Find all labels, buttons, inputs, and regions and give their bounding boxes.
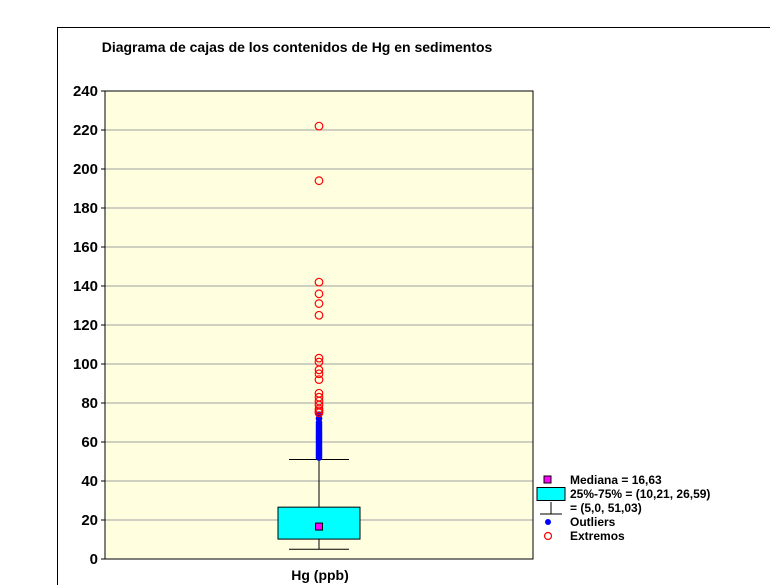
outlier-dot-icon — [545, 519, 551, 525]
y-tick-label: 120 — [73, 317, 98, 334]
extreme-point — [314, 176, 324, 186]
extreme-point — [314, 357, 324, 367]
y-tick-label: 0 — [90, 551, 98, 568]
median-marker-icon — [543, 475, 552, 484]
legend-label-whisker: = (5,0, 51,03) — [570, 501, 642, 515]
extreme-point — [314, 289, 324, 299]
extreme-point — [314, 310, 324, 320]
extreme-point — [314, 388, 324, 398]
y-tick-label: 220 — [73, 122, 98, 139]
extreme-point — [314, 369, 324, 379]
y-tick-label: 200 — [73, 161, 98, 178]
plot-border — [104, 90, 534, 560]
extreme-point — [314, 353, 324, 363]
y-tick-label: 240 — [73, 83, 98, 100]
extreme-point — [314, 121, 324, 131]
y-tick-label: 20 — [81, 512, 98, 529]
y-tick-label: 60 — [81, 434, 98, 451]
chart-frame — [57, 27, 770, 585]
legend-label-outliers: Outliers — [570, 515, 616, 529]
chart-title: Diagrama de cajas de los contenidos de H… — [101, 39, 493, 55]
x-axis-label: Hg (ppb) — [291, 567, 349, 583]
y-tick-label: 160 — [73, 239, 98, 256]
extreme-point — [314, 375, 324, 385]
extreme-circle-icon — [543, 531, 553, 541]
legend-item-whisker: = (5,0, 51,03) — [536, 501, 770, 515]
y-tick-label: 40 — [81, 473, 98, 490]
y-tick-label: 100 — [73, 356, 98, 373]
box-swatch-icon — [536, 487, 566, 501]
chart-legend: Mediana = 16,63 25%-75% = (10,21, 26,59)… — [536, 473, 770, 543]
legend-item-box: 25%-75% = (10,21, 26,59) — [536, 487, 770, 501]
whisker-icon — [540, 502, 562, 515]
y-tick-label: 180 — [73, 200, 98, 217]
legend-label-median: Mediana = 16,63 — [570, 473, 662, 487]
extreme-point — [314, 299, 324, 308]
extreme-point — [314, 277, 324, 287]
y-tick-label: 140 — [73, 278, 98, 295]
legend-item-extremes: Extremos — [536, 529, 770, 543]
legend-item-median: Mediana = 16,63 — [536, 473, 770, 487]
legend-label-extremes: Extremos — [570, 529, 625, 543]
legend-label-box: 25%-75% = (10,21, 26,59) — [570, 487, 711, 501]
legend-item-outliers: Outliers — [536, 515, 770, 529]
median-marker — [315, 522, 323, 531]
extreme-point — [314, 392, 324, 402]
y-tick-label: 80 — [81, 395, 98, 412]
